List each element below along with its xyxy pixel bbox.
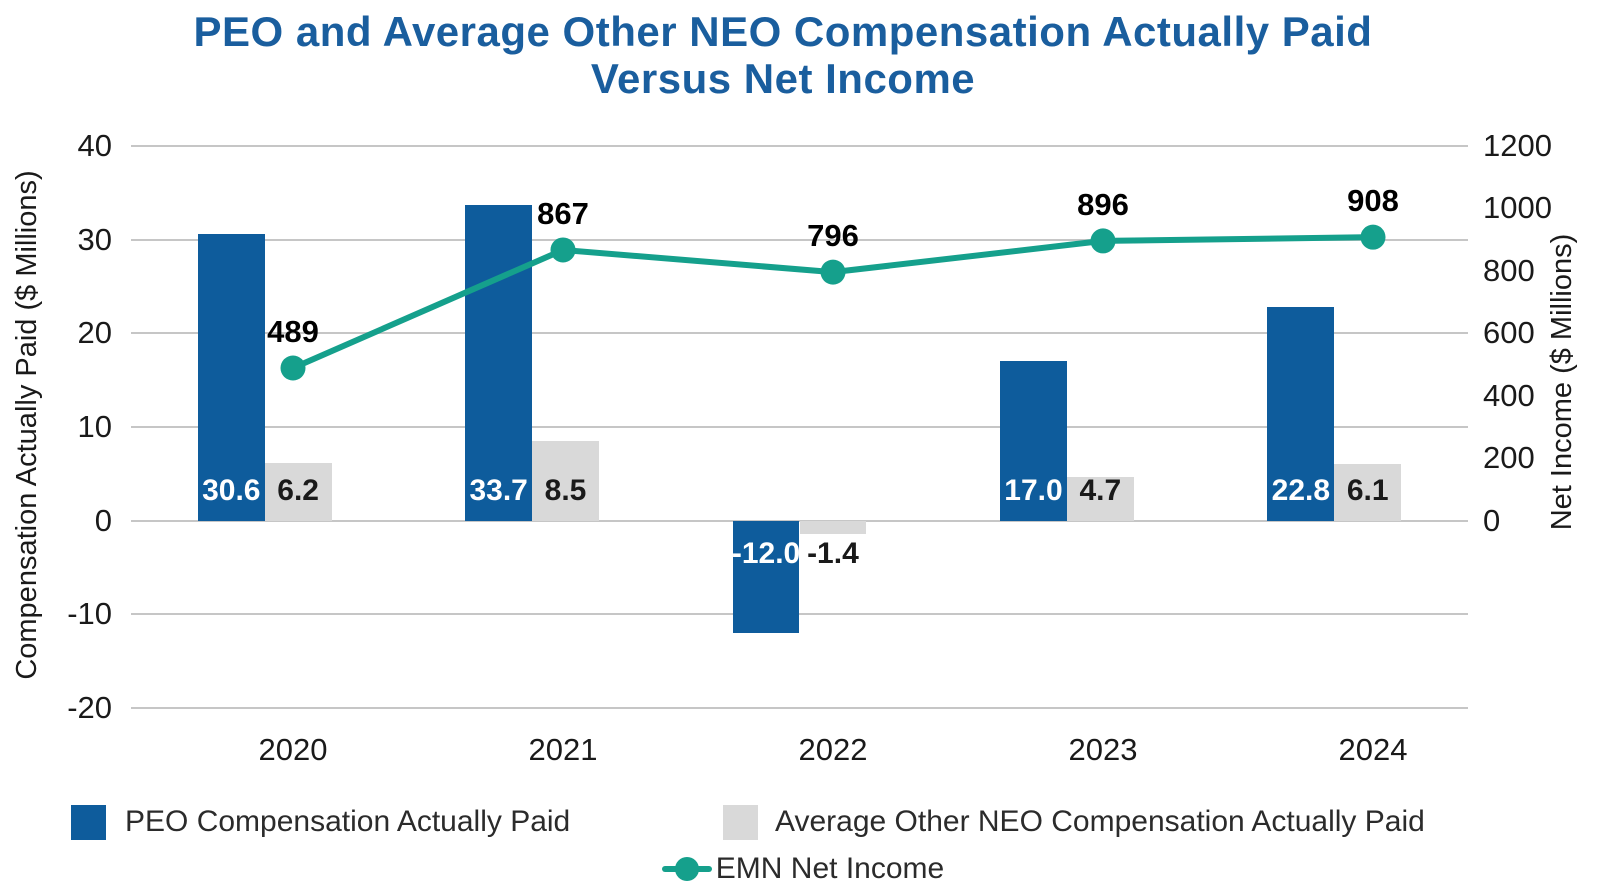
chart-title-line2: Versus Net Income: [590, 55, 976, 102]
net-income-value-label: 908: [1347, 183, 1399, 219]
chart-title: PEO and Average Other NEO Compensation A…: [0, 8, 1566, 102]
gridline: [131, 613, 1468, 616]
bar-neo: [1334, 463, 1402, 521]
bar-value-label-peo: -12.0: [731, 536, 801, 570]
left-axis-tick-label: 20: [77, 315, 112, 351]
x-axis-tick-label: 2023: [1068, 732, 1138, 767]
bar-peo: [732, 520, 800, 634]
gridline: [131, 707, 1468, 709]
bar-neo: [532, 441, 599, 521]
net-income-marker: [1090, 228, 1116, 254]
left-axis-tick-label: -10: [67, 596, 112, 632]
right-axis-tick-label: 600: [1483, 315, 1535, 351]
left-axis-tick-label: 0: [94, 502, 112, 538]
right-axis-tick-label: 1200: [1483, 128, 1552, 163]
bar-value-label-neo: 6.2: [277, 473, 319, 507]
bar-value-label-neo: -1.4: [807, 536, 859, 570]
net-income-value-label: 796: [807, 218, 859, 254]
net-income-value-label: 489: [267, 313, 319, 349]
legend-label-neo: Average Other NEO Compensation Actually …: [775, 805, 1425, 838]
right-axis-tick-label: 1000: [1483, 190, 1552, 226]
bar-peo: [197, 234, 265, 521]
right-axis-tick-label: 0: [1483, 502, 1501, 538]
bar-value-label-peo: 30.6: [202, 473, 261, 507]
left-axis-tick-label: 30: [77, 221, 112, 257]
legend-label-net-income: EMN Net Income: [715, 852, 945, 885]
net-income-value-label: 896: [1077, 186, 1129, 222]
right-axis-tick-label: 400: [1483, 377, 1535, 413]
x-axis-tick-label: 2022: [798, 732, 868, 767]
x-axis-tick-label: 2020: [258, 732, 328, 767]
net-income-marker: [820, 259, 846, 285]
left-axis-tick-label: 40: [77, 128, 112, 163]
net-income-line: [290, 234, 1376, 371]
right-axis-tick-label: 800: [1483, 252, 1535, 288]
x-axis-tick-label: 2021: [528, 732, 598, 767]
bar-neo: [799, 520, 867, 534]
net-income-line-swatch-icon: [661, 856, 712, 882]
bar-value-label-neo: 4.7: [1079, 473, 1122, 507]
bar-neo: [1066, 476, 1134, 521]
net-income-marker: [1360, 224, 1386, 250]
gridline: [131, 238, 1468, 241]
bar-value-label-neo: 6.1: [1346, 473, 1389, 507]
net-income-marker: [550, 237, 576, 263]
peo-bar-swatch-icon: [71, 804, 106, 840]
gridline: [131, 145, 1468, 147]
bar-value-label-peo: 17.0: [1004, 473, 1063, 507]
bar-peo: [1000, 361, 1067, 521]
bar-value-label-neo: 8.5: [544, 473, 587, 507]
chart-title-line1: PEO and Average Other NEO Compensation A…: [193, 8, 1373, 55]
line-dot-icon: [674, 857, 699, 881]
bar-value-label-peo: 33.7: [469, 473, 528, 507]
left-axis-tick-label: 10: [77, 409, 112, 444]
legend-item-neo: Average Other NEO Compensation Actually …: [723, 803, 1425, 841]
net-income-marker: [280, 355, 306, 381]
legend-item-peo: PEO Compensation Actually Paid: [71, 803, 570, 841]
neo-bar-swatch-icon: [723, 804, 758, 840]
legend-row-net-income: EMN Net Income: [0, 850, 1606, 888]
right-axis-tick-label: 200: [1483, 440, 1535, 476]
legend-label-peo: PEO Compensation Actually Paid: [125, 805, 571, 838]
x-axis-tick-label: 2024: [1338, 732, 1408, 767]
left-axis-tick-label: -20: [67, 690, 112, 725]
bar-neo: [264, 462, 332, 521]
net-income-value-label: 867: [537, 195, 589, 231]
gridline: [131, 426, 1468, 428]
bar-value-label-peo: 22.8: [1271, 473, 1331, 507]
